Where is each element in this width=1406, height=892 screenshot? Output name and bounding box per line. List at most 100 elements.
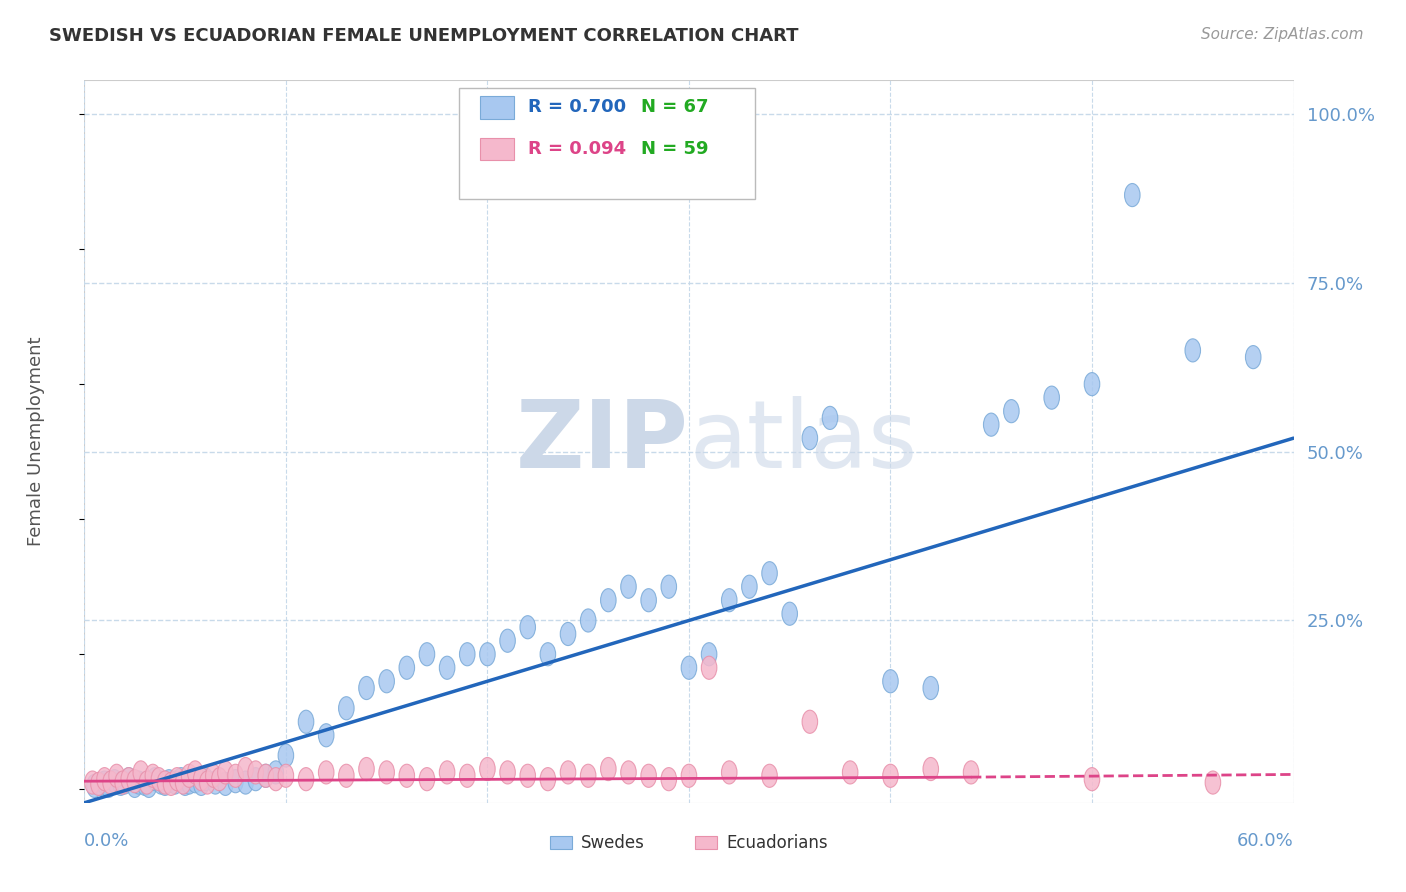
Ellipse shape (139, 771, 155, 794)
Ellipse shape (278, 744, 294, 767)
Ellipse shape (247, 761, 263, 784)
Ellipse shape (339, 697, 354, 720)
Bar (479, 137, 513, 160)
Text: 0.0%: 0.0% (84, 831, 129, 850)
Ellipse shape (187, 770, 202, 793)
Ellipse shape (134, 761, 149, 784)
Ellipse shape (238, 757, 253, 780)
Ellipse shape (194, 772, 209, 796)
Ellipse shape (460, 764, 475, 788)
Ellipse shape (620, 761, 637, 784)
Ellipse shape (439, 761, 456, 784)
Text: R = 0.094: R = 0.094 (529, 140, 626, 158)
Text: Source: ZipAtlas.com: Source: ZipAtlas.com (1201, 27, 1364, 42)
Ellipse shape (212, 768, 228, 790)
Ellipse shape (298, 710, 314, 733)
Ellipse shape (600, 757, 616, 780)
Text: atlas: atlas (689, 395, 917, 488)
Ellipse shape (141, 774, 156, 797)
Ellipse shape (520, 764, 536, 788)
Ellipse shape (883, 764, 898, 788)
Ellipse shape (378, 670, 395, 693)
Ellipse shape (520, 615, 536, 639)
Ellipse shape (145, 764, 160, 788)
Ellipse shape (269, 761, 284, 784)
Ellipse shape (181, 764, 197, 788)
Ellipse shape (103, 771, 118, 794)
Ellipse shape (702, 657, 717, 680)
Ellipse shape (560, 761, 576, 784)
Ellipse shape (1125, 184, 1140, 207)
Ellipse shape (540, 642, 555, 665)
Ellipse shape (1246, 345, 1261, 368)
Ellipse shape (162, 770, 177, 793)
Ellipse shape (620, 575, 637, 599)
Ellipse shape (1185, 339, 1201, 362)
Ellipse shape (318, 723, 335, 747)
Ellipse shape (1004, 400, 1019, 423)
Ellipse shape (439, 657, 456, 680)
Ellipse shape (169, 768, 184, 790)
Text: Swedes: Swedes (581, 833, 645, 852)
Ellipse shape (359, 676, 374, 699)
Ellipse shape (269, 768, 284, 790)
Ellipse shape (115, 771, 131, 794)
Bar (695, 836, 717, 849)
Ellipse shape (157, 772, 173, 796)
Ellipse shape (181, 771, 197, 794)
Ellipse shape (922, 676, 939, 699)
Ellipse shape (197, 768, 214, 790)
Ellipse shape (93, 772, 108, 796)
Ellipse shape (499, 761, 516, 784)
FancyBboxPatch shape (460, 87, 755, 200)
Bar (550, 836, 572, 849)
Text: 60.0%: 60.0% (1237, 831, 1294, 850)
Ellipse shape (983, 413, 1000, 436)
Ellipse shape (218, 772, 233, 796)
Ellipse shape (176, 771, 191, 794)
Text: SWEDISH VS ECUADORIAN FEMALE UNEMPLOYMENT CORRELATION CHART: SWEDISH VS ECUADORIAN FEMALE UNEMPLOYMEN… (49, 27, 799, 45)
Ellipse shape (278, 764, 294, 788)
Ellipse shape (600, 589, 616, 612)
Text: Ecuadorians: Ecuadorians (727, 833, 828, 852)
Ellipse shape (167, 771, 183, 794)
Ellipse shape (163, 772, 179, 796)
Ellipse shape (117, 771, 132, 794)
Ellipse shape (479, 642, 495, 665)
Ellipse shape (1084, 768, 1099, 790)
Ellipse shape (581, 764, 596, 788)
Ellipse shape (801, 710, 818, 733)
Ellipse shape (177, 772, 193, 796)
Text: N = 67: N = 67 (641, 98, 709, 117)
Ellipse shape (101, 774, 117, 797)
Ellipse shape (194, 768, 209, 790)
Ellipse shape (661, 768, 676, 790)
Ellipse shape (641, 589, 657, 612)
Ellipse shape (112, 772, 128, 796)
Ellipse shape (399, 657, 415, 680)
Ellipse shape (157, 771, 173, 794)
Ellipse shape (399, 764, 415, 788)
Ellipse shape (121, 768, 136, 790)
Bar (479, 96, 513, 119)
Ellipse shape (127, 770, 142, 793)
Text: R = 0.700: R = 0.700 (529, 98, 626, 117)
Ellipse shape (148, 768, 163, 790)
Ellipse shape (87, 774, 103, 797)
Ellipse shape (339, 764, 354, 788)
Ellipse shape (131, 771, 146, 794)
Ellipse shape (247, 768, 263, 790)
Ellipse shape (762, 562, 778, 585)
Ellipse shape (419, 642, 434, 665)
Ellipse shape (560, 623, 576, 646)
Ellipse shape (173, 768, 188, 790)
Ellipse shape (641, 764, 657, 788)
Text: Female Unemployment: Female Unemployment (27, 337, 45, 546)
Ellipse shape (121, 768, 136, 790)
Ellipse shape (842, 761, 858, 784)
Ellipse shape (479, 757, 495, 780)
Ellipse shape (823, 407, 838, 429)
Ellipse shape (238, 771, 253, 794)
Ellipse shape (801, 426, 818, 450)
Ellipse shape (681, 657, 697, 680)
